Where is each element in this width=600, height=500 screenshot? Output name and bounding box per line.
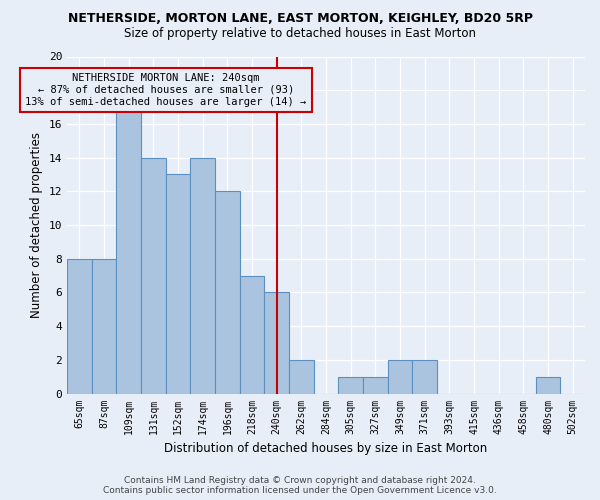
Bar: [67, 258, 92, 394]
Bar: [215, 192, 240, 394]
Bar: [240, 276, 265, 394]
Bar: [265, 292, 289, 394]
Bar: [141, 158, 166, 394]
Bar: [190, 158, 215, 394]
Text: Contains HM Land Registry data © Crown copyright and database right 2024.
Contai: Contains HM Land Registry data © Crown c…: [103, 476, 497, 495]
Bar: [166, 174, 190, 394]
Text: NETHERSIDE MORTON LANE: 240sqm
← 87% of detached houses are smaller (93)
13% of : NETHERSIDE MORTON LANE: 240sqm ← 87% of …: [25, 74, 307, 106]
Y-axis label: Number of detached properties: Number of detached properties: [30, 132, 43, 318]
Bar: [338, 376, 363, 394]
Text: NETHERSIDE, MORTON LANE, EAST MORTON, KEIGHLEY, BD20 5RP: NETHERSIDE, MORTON LANE, EAST MORTON, KE…: [67, 12, 533, 26]
X-axis label: Distribution of detached houses by size in East Morton: Distribution of detached houses by size …: [164, 442, 488, 455]
Bar: [388, 360, 412, 394]
Bar: [92, 258, 116, 394]
Bar: [536, 376, 560, 394]
Bar: [412, 360, 437, 394]
Bar: [116, 107, 141, 394]
Bar: [289, 360, 314, 394]
Bar: [363, 376, 388, 394]
Text: Size of property relative to detached houses in East Morton: Size of property relative to detached ho…: [124, 28, 476, 40]
